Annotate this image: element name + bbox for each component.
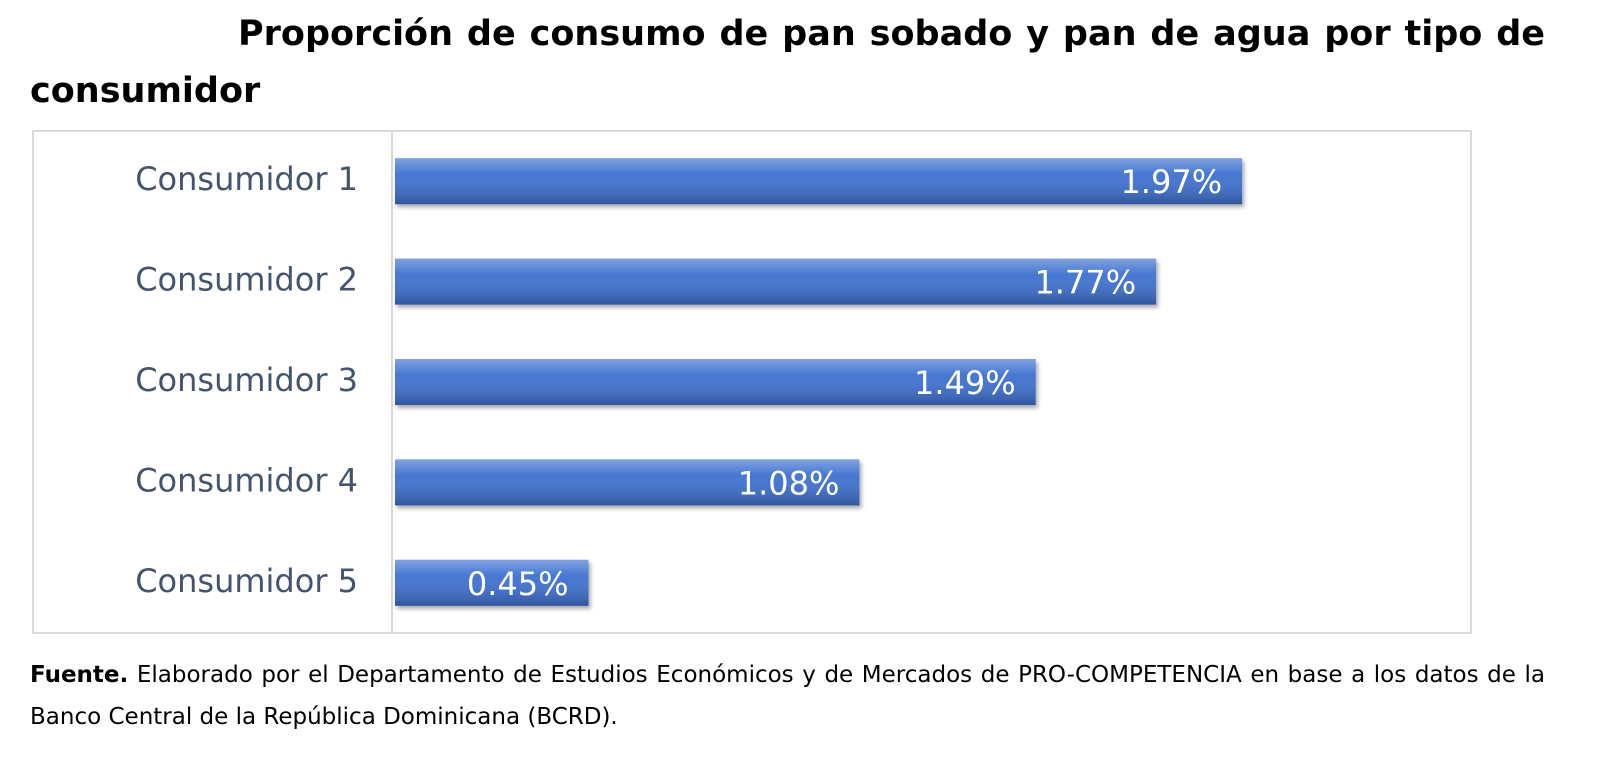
- value-label: 1.97%: [1120, 163, 1222, 201]
- y-tick-label: Consumidor 1: [135, 160, 358, 198]
- y-tick-label: Consumidor 5: [135, 562, 358, 600]
- y-tick-label: Consumidor 4: [135, 461, 358, 499]
- source-note: Fuente. Elaborado por el Departamento de…: [30, 654, 1545, 738]
- bar-shade: [395, 559, 589, 606]
- source-label: Fuente.: [30, 662, 129, 688]
- bar-shade: [395, 158, 1243, 205]
- value-label: 1.49%: [914, 364, 1016, 402]
- value-label: 0.45%: [467, 565, 569, 603]
- bar-shade: [395, 459, 860, 506]
- value-label: 1.08%: [738, 464, 840, 502]
- bar-shade: [395, 258, 1157, 305]
- y-tick-label: Consumidor 3: [135, 361, 358, 399]
- value-label: 1.77%: [1034, 264, 1136, 302]
- source-text: Elaborado por el Departamento de Estudio…: [30, 662, 1546, 730]
- chart-title: Proporción de consumo de pan sobado y pa…: [30, 14, 1545, 111]
- bar-shade: [395, 359, 1036, 405]
- y-tick-label: Consumidor 2: [135, 261, 358, 299]
